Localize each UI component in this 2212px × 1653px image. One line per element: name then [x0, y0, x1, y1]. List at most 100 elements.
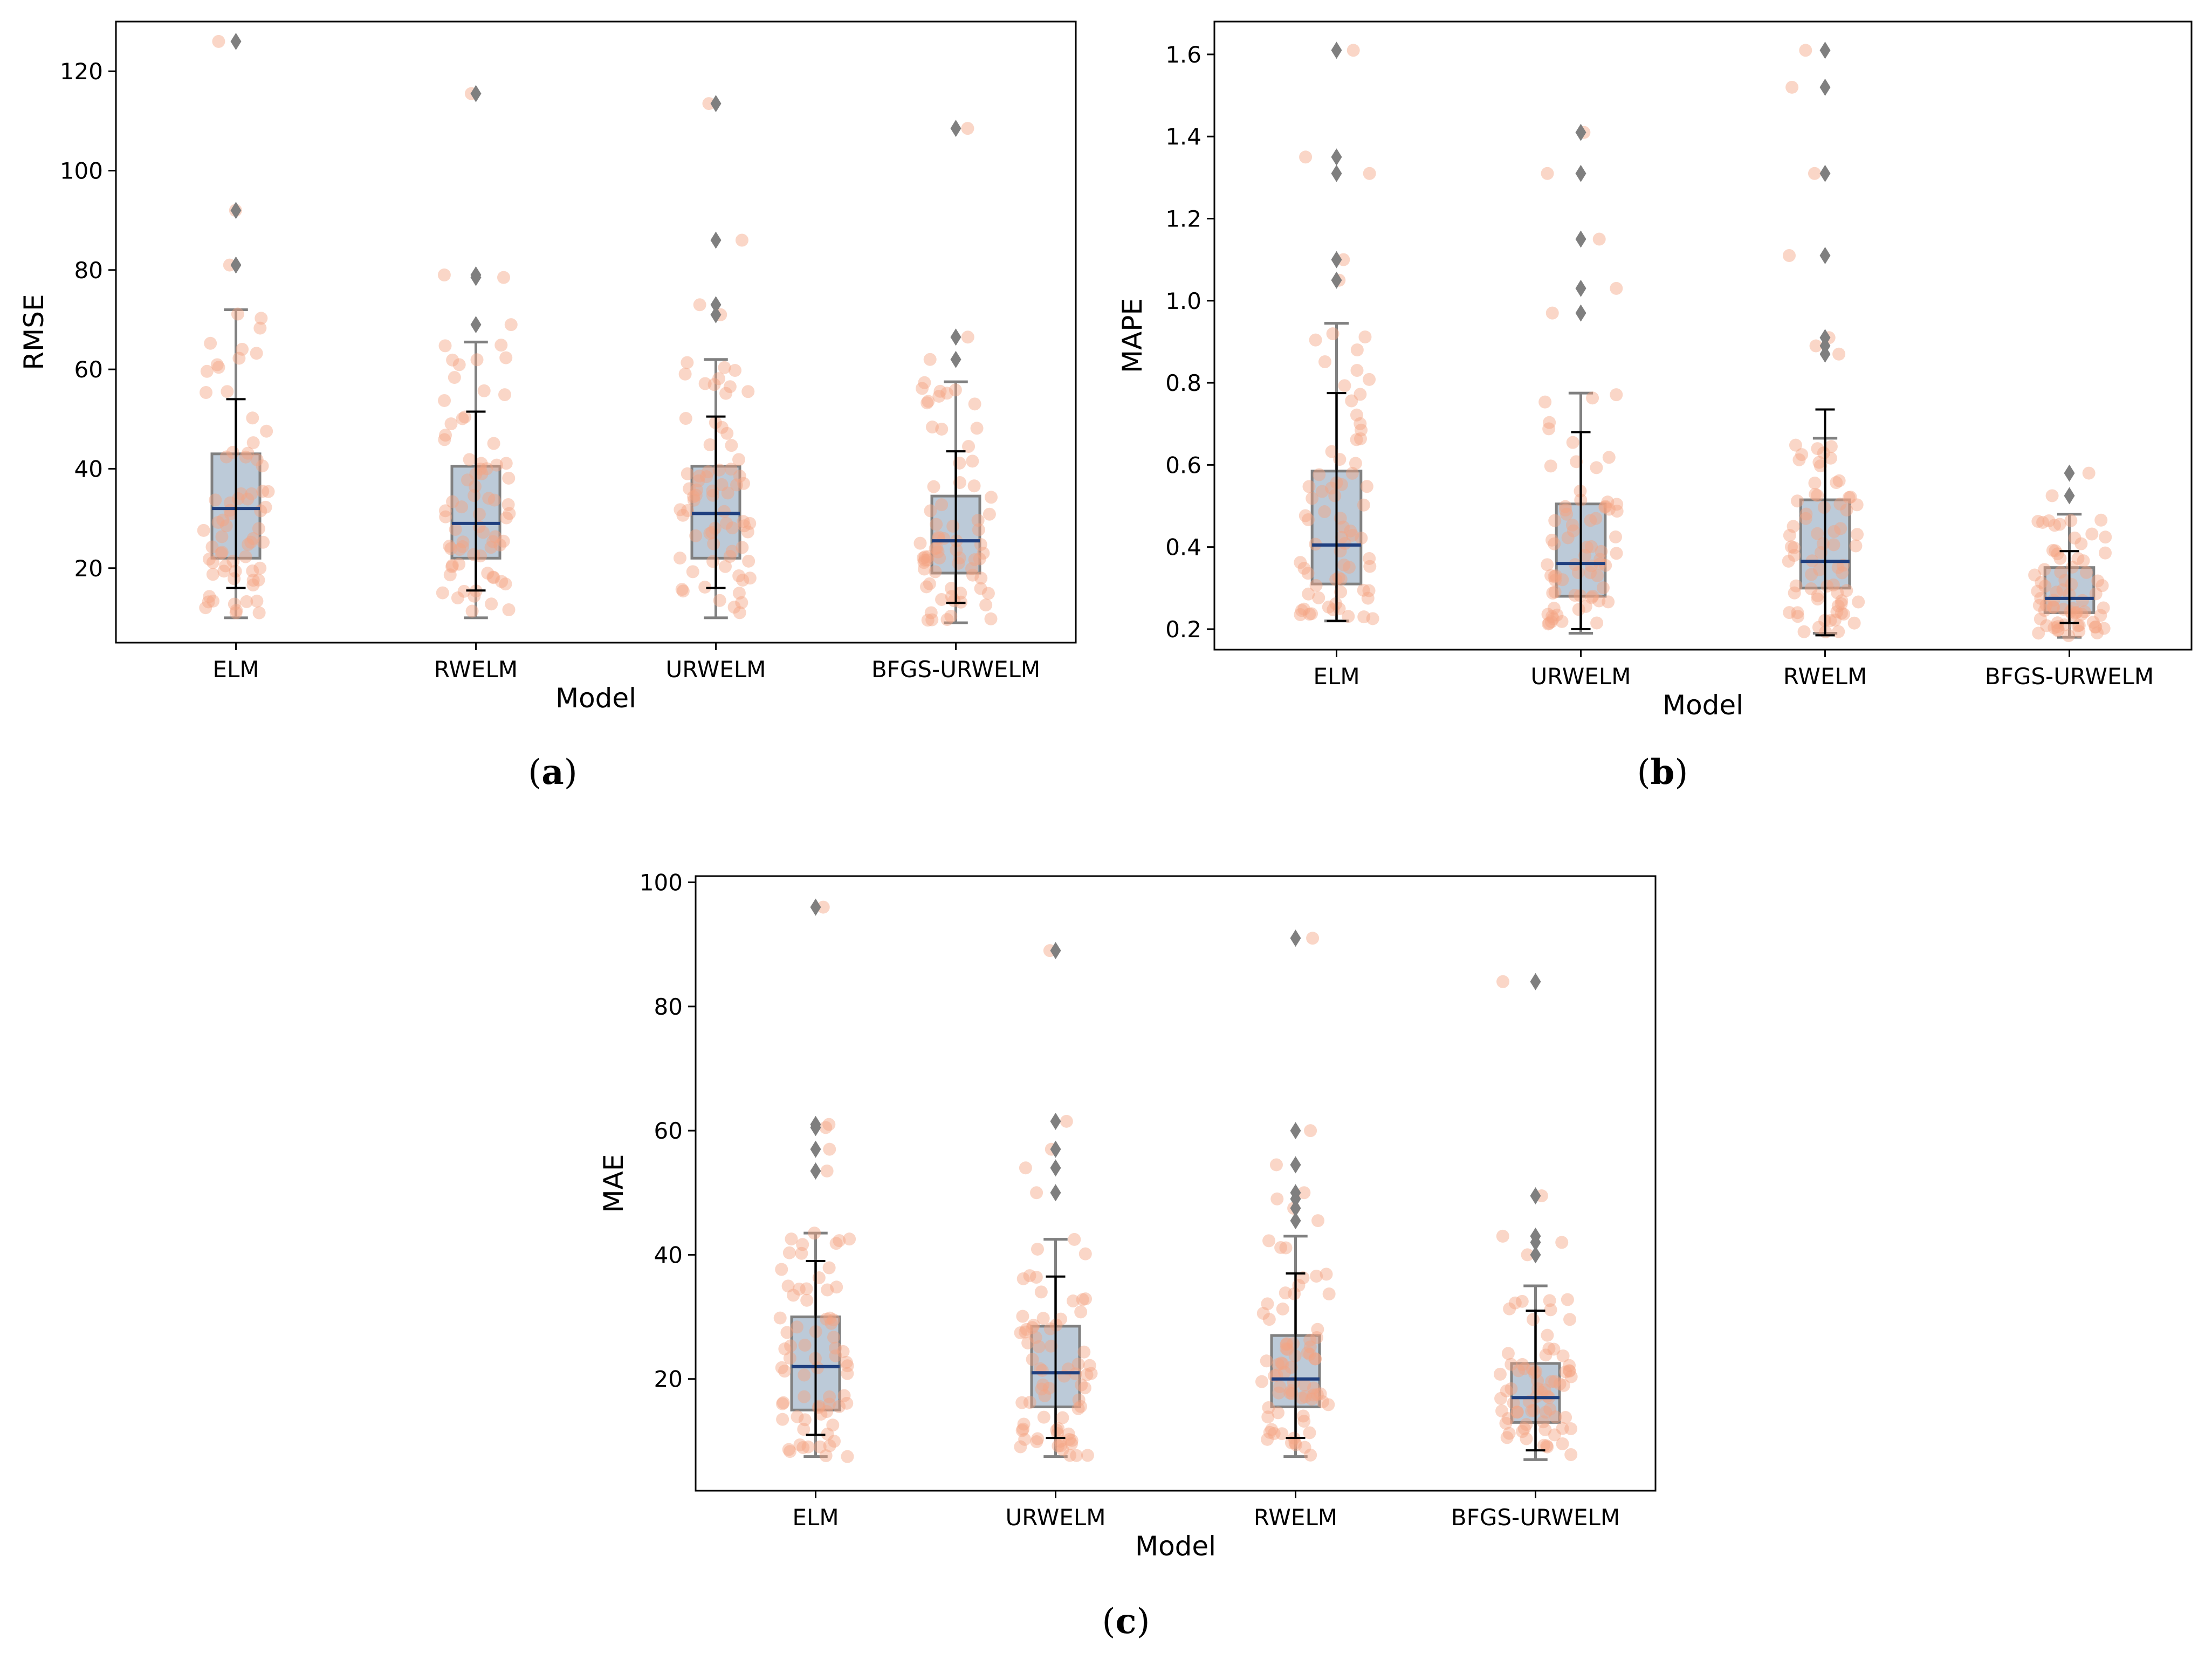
data-point: [452, 358, 466, 371]
data-point: [1837, 608, 1851, 621]
data-point: [775, 1397, 789, 1410]
data-point: [826, 1418, 840, 1432]
outlier-marker: [230, 32, 242, 50]
data-point: [733, 606, 746, 619]
outlier-marker: [810, 1162, 821, 1180]
data-point: [732, 453, 745, 466]
data-point: [2069, 607, 2082, 620]
data-point: [1545, 1375, 1558, 1388]
data-point: [1325, 445, 1338, 458]
data-point: [813, 1440, 827, 1454]
data-point: [1548, 586, 1562, 599]
data-point: [448, 371, 461, 384]
data-point: [1363, 560, 1377, 573]
data-point: [830, 1280, 843, 1294]
data-point: [1842, 491, 1856, 504]
data-point: [2036, 515, 2050, 529]
data-point: [228, 572, 241, 586]
data-point: [230, 604, 243, 617]
data-point: [1310, 1388, 1324, 1401]
data-point: [1272, 1386, 1286, 1400]
data-point: [1821, 580, 1834, 593]
data-point: [1036, 1312, 1050, 1325]
data-point: [1342, 610, 1355, 623]
data-point: [1303, 1333, 1317, 1347]
data-point: [1065, 1434, 1078, 1447]
data-point: [228, 597, 241, 611]
data-point: [1306, 492, 1319, 505]
data-point: [1278, 1366, 1292, 1379]
data-point: [1262, 1234, 1276, 1248]
outlier-marker: [1050, 1140, 1061, 1158]
data-point: [1580, 540, 1593, 554]
data-point: [1832, 625, 1845, 638]
data-point: [1303, 1347, 1316, 1361]
data-point: [252, 522, 265, 535]
data-point: [1302, 513, 1315, 526]
data-point: [1813, 563, 1826, 576]
x-tick-label: URWELM: [1006, 1504, 1106, 1531]
data-point: [1811, 442, 1824, 456]
data-point: [1579, 600, 1592, 613]
data-point: [742, 554, 755, 568]
data-point: [1567, 524, 1580, 538]
data-point: [800, 1282, 813, 1296]
data-point: [1322, 600, 1335, 614]
data-point: [262, 485, 275, 498]
data-point: [965, 562, 979, 575]
data-point: [221, 385, 234, 398]
data-point: [236, 342, 249, 356]
data-point: [1313, 468, 1326, 481]
data-point: [1354, 417, 1367, 430]
x-axis-label: Model: [555, 683, 636, 714]
x-tick-label: BFGS-URWELM: [1451, 1504, 1620, 1531]
data-point: [1572, 603, 1585, 616]
data-point: [1501, 1412, 1515, 1425]
data-point: [1334, 573, 1348, 586]
data-point: [689, 529, 703, 542]
data-point: [1284, 1384, 1298, 1397]
data-point: [718, 361, 731, 374]
data-point: [1592, 594, 1606, 608]
data-point: [1328, 489, 1342, 502]
data-point: [1850, 498, 1864, 512]
data-point: [1342, 561, 1356, 574]
data-point: [1557, 1379, 1570, 1392]
data-point: [1836, 566, 1849, 580]
data-point: [918, 562, 931, 576]
data-point: [712, 463, 726, 477]
data-point: [1263, 1425, 1276, 1439]
data-point: [1499, 1416, 1513, 1430]
data-point: [1840, 504, 1853, 517]
data-point: [444, 417, 458, 431]
data-point: [1081, 1449, 1094, 1462]
data-point: [783, 1445, 796, 1458]
data-point: [932, 389, 946, 403]
data-point: [1507, 1396, 1520, 1410]
data-point: [1827, 578, 1840, 591]
data-point: [796, 1441, 810, 1454]
data-point: [1017, 1417, 1031, 1431]
data-point: [1312, 591, 1325, 604]
data-point: [741, 525, 754, 539]
data-point: [1539, 1348, 1552, 1362]
data-point: [1556, 1422, 1569, 1435]
y-tick-label: 20: [74, 555, 103, 582]
data-point: [2031, 515, 2045, 528]
data-point: [2080, 566, 2093, 579]
data-point: [1537, 1438, 1550, 1452]
data-point: [1565, 518, 1579, 532]
data-point: [1322, 1287, 1336, 1301]
y-tick-label: 60: [74, 356, 103, 383]
data-point: [785, 1232, 798, 1246]
data-point: [1032, 1340, 1046, 1353]
data-point: [791, 1410, 804, 1423]
data-point: [1357, 498, 1370, 512]
data-point: [676, 584, 690, 598]
data-point: [456, 412, 469, 425]
data-point: [212, 361, 225, 374]
data-point: [1495, 1404, 1509, 1418]
data-point: [1598, 500, 1612, 514]
data-point: [967, 479, 981, 493]
data-point: [1563, 1364, 1576, 1378]
